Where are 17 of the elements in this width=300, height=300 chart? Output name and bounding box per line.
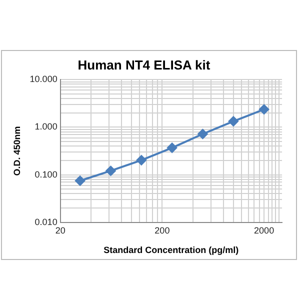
y-tick-label: 0.010 [34, 216, 58, 227]
point [136, 155, 146, 166]
y-tick-label: 0.100 [34, 169, 58, 180]
y-tick-label: 10.000 [30, 74, 58, 84]
x-tick-label: 2000 [254, 225, 274, 236]
x-axis-title: Standard Concentration (pg/ml) [104, 245, 239, 256]
point [106, 166, 116, 176]
point [75, 176, 86, 186]
x-tick-label: 20 [55, 225, 66, 236]
x-tick-label: 200 [154, 225, 170, 236]
point [259, 104, 270, 114]
chart-title: Human NT4 ELISA kit [78, 57, 211, 72]
point [228, 116, 238, 126]
y-axis-title: O.D. 450nm [12, 126, 22, 176]
point [167, 142, 178, 153]
y-tick-label: 1.000 [34, 122, 58, 132]
point [198, 128, 208, 139]
